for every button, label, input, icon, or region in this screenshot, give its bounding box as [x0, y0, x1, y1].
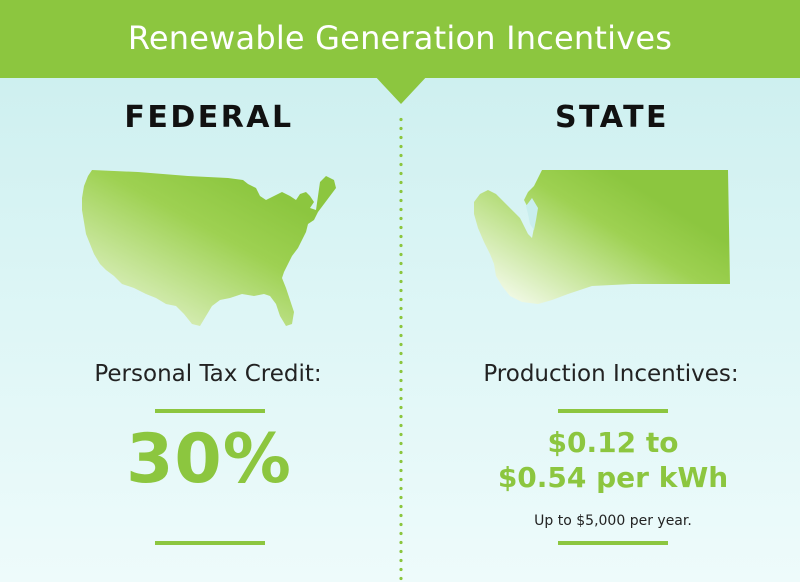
- title-banner: Renewable Generation Incentives: [0, 0, 800, 78]
- washington-state-map-icon: [474, 170, 730, 304]
- state-note: Up to $5,000 per year.: [534, 513, 692, 529]
- federal-top-rule: [155, 409, 265, 413]
- federal-heading: FEDERAL: [124, 100, 294, 135]
- federal-label: Personal Tax Credit:: [94, 361, 322, 387]
- page-title: Renewable Generation Incentives: [127, 19, 673, 57]
- state-value-line1: $0.12 to: [547, 426, 679, 459]
- state-heading: STATE: [554, 100, 670, 135]
- state-bottom-rule: [558, 541, 668, 545]
- usa-map-icon: [82, 170, 336, 326]
- banner-pointer: [373, 74, 429, 104]
- state-label: Production Incentives:: [483, 361, 739, 387]
- column-divider: [399, 115, 403, 582]
- federal-bottom-rule: [155, 541, 265, 545]
- state-top-rule: [558, 409, 668, 413]
- federal-value: 30%: [126, 420, 292, 499]
- state-value-line2: $0.54 per kWh: [497, 461, 729, 494]
